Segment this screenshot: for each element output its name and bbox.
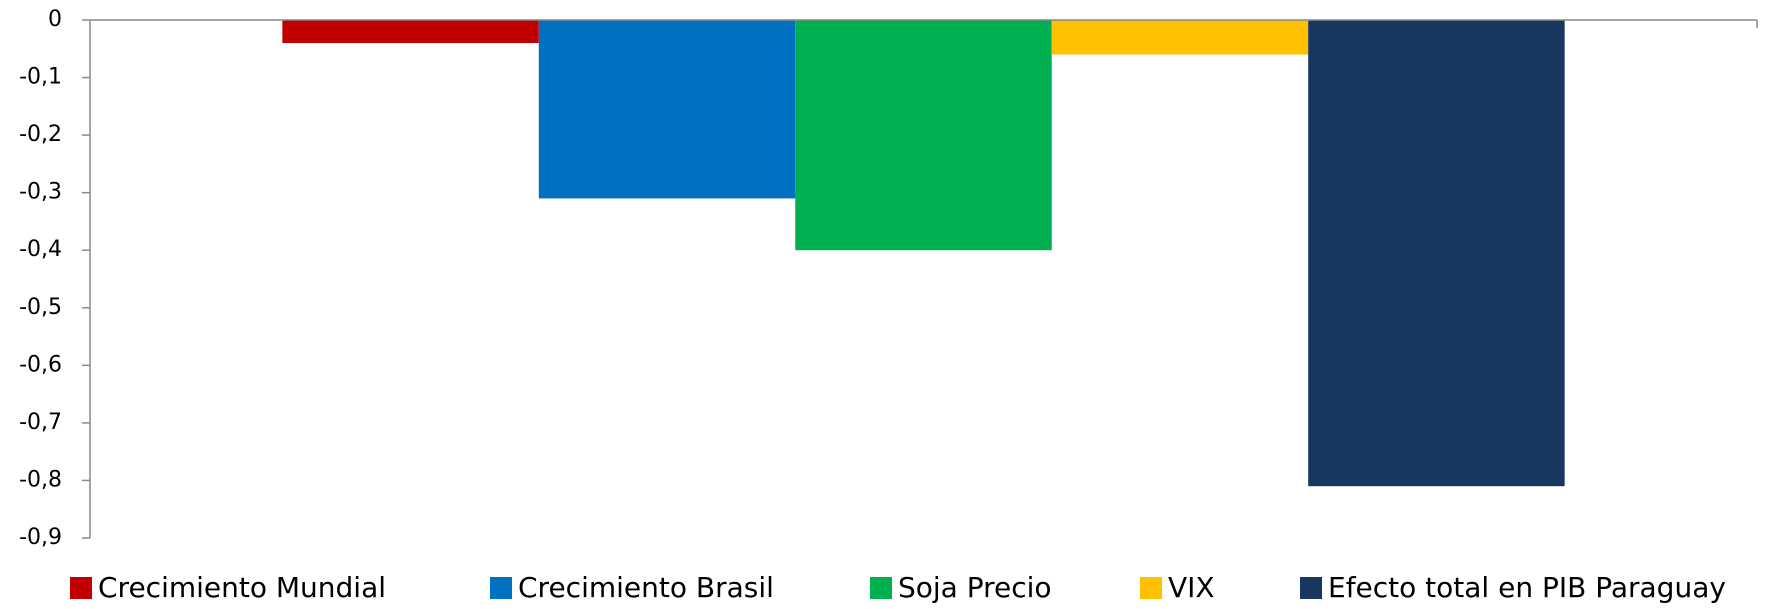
bar	[1308, 20, 1565, 487]
legend-swatch	[1140, 577, 1162, 599]
y-tick-label: -0,6	[19, 352, 62, 377]
y-tick-label: -0,9	[19, 525, 62, 550]
bar	[538, 20, 796, 199]
bar	[1051, 20, 1309, 55]
legend-label: Efecto total en PIB Paraguay	[1328, 571, 1726, 604]
y-tick-label: -0,2	[19, 122, 62, 147]
y-tick-label: -0,7	[19, 410, 62, 435]
legend-label: Soja Precio	[898, 571, 1052, 604]
legend-label: Crecimiento Brasil	[518, 571, 774, 604]
bar	[795, 20, 1052, 251]
y-tick-label: -0,5	[19, 295, 62, 320]
y-tick-label: -0,1	[19, 65, 62, 90]
legend-swatch	[870, 577, 892, 599]
y-tick-label: -0,8	[19, 467, 62, 492]
legend-swatch	[490, 577, 512, 599]
bar	[282, 20, 539, 44]
y-tick-label: -0,3	[19, 180, 62, 205]
legend-swatch	[1300, 577, 1322, 599]
y-tick-label: -0,4	[19, 237, 62, 262]
legend-label: Crecimiento Mundial	[98, 571, 386, 604]
y-tick-label: 0	[48, 7, 62, 32]
legend-label: VIX	[1168, 571, 1215, 604]
legend-swatch	[70, 577, 92, 599]
